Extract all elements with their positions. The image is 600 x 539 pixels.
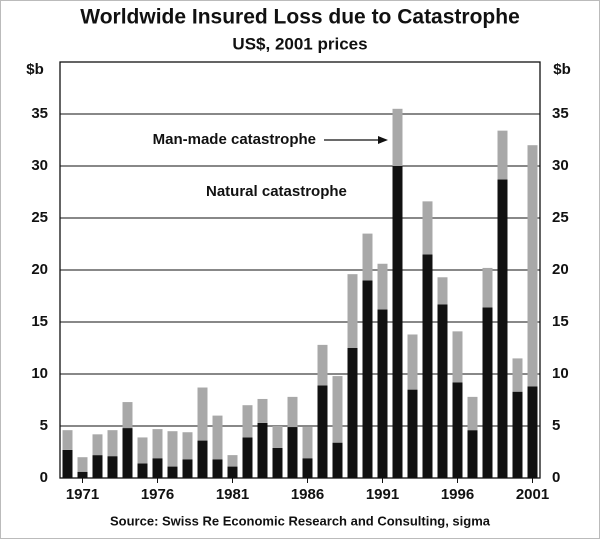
bar-segment xyxy=(527,145,538,387)
bar-segment xyxy=(392,166,403,478)
bar-segment xyxy=(107,430,118,457)
bar-segment xyxy=(452,331,463,383)
y-tick-label: 5 xyxy=(40,417,48,434)
x-tick-label: 2001 xyxy=(516,486,549,503)
x-tick-label: 1981 xyxy=(216,486,249,503)
y-tick-label: 25 xyxy=(31,209,48,226)
bar-segment xyxy=(227,455,238,467)
bar-segment xyxy=(92,455,103,478)
bar-segment xyxy=(497,179,508,478)
bar-segment xyxy=(422,254,433,478)
bar-segment xyxy=(392,108,403,166)
series-label: Man-made catastrophe xyxy=(153,131,316,148)
y-tick-label: 30 xyxy=(31,157,48,174)
bar-segment xyxy=(527,386,538,478)
bar-segment xyxy=(212,459,223,478)
bar-segment xyxy=(302,427,313,459)
y-unit-right: $b xyxy=(553,61,571,78)
bar-segment xyxy=(62,449,73,478)
y-tick-label: 20 xyxy=(31,261,48,278)
bar-segment xyxy=(437,277,448,305)
bar-segment xyxy=(317,385,328,478)
y-tick-label-right: 35 xyxy=(552,105,569,122)
bar-segment xyxy=(362,233,373,281)
bar-segment xyxy=(422,201,433,255)
bar-segment xyxy=(362,280,373,478)
y-tick-label-right: 25 xyxy=(552,209,569,226)
bar-segment xyxy=(257,422,268,478)
bar-segment xyxy=(407,334,418,390)
arrow-head xyxy=(378,136,388,144)
bar-segment xyxy=(197,387,208,441)
y-tick-label: 10 xyxy=(31,365,48,382)
chart-title: Worldwide Insured Loss due to Catastroph… xyxy=(80,6,520,29)
bar-segment xyxy=(377,263,388,310)
bar-segment xyxy=(77,457,88,472)
bar-segment xyxy=(512,358,523,392)
y-tick-label-right: 20 xyxy=(552,261,569,278)
bar-segment xyxy=(347,348,358,478)
y-tick-label: 0 xyxy=(40,469,48,486)
bar-segment xyxy=(407,389,418,478)
bar-segment xyxy=(167,466,178,478)
bar-segment xyxy=(467,430,478,478)
bar-segment xyxy=(332,442,343,478)
bar-segment xyxy=(212,415,223,460)
y-tick-label-right: 5 xyxy=(552,417,560,434)
bar-segment xyxy=(242,405,253,438)
chart-subtitle: US$, 2001 prices xyxy=(232,34,367,53)
bar-segment xyxy=(197,440,208,478)
source: Source: Swiss Re Economic Research and C… xyxy=(110,513,491,528)
bar-segment xyxy=(437,304,448,478)
y-tick-label-right: 15 xyxy=(552,313,569,330)
bar-segment xyxy=(227,466,238,478)
y-tick-label-right: 0 xyxy=(552,469,560,486)
y-unit-left: $b xyxy=(26,61,44,78)
y-tick-label-right: 10 xyxy=(552,365,569,382)
bar-segment xyxy=(347,274,358,348)
bar-segment xyxy=(152,429,163,459)
x-tick-label: 1986 xyxy=(291,486,324,503)
x-tick-label: 1996 xyxy=(441,486,474,503)
bar-segment xyxy=(62,430,73,450)
plot-frame xyxy=(59,61,541,479)
bar-segment xyxy=(122,402,133,429)
bar-segment xyxy=(92,434,103,456)
bar-segment xyxy=(497,130,508,180)
x-tick-label: 1991 xyxy=(366,486,399,503)
bar-segment xyxy=(302,458,313,478)
bar-segment xyxy=(452,382,463,478)
bar-segment xyxy=(182,432,193,460)
bar-segment xyxy=(272,426,283,448)
bar-segment xyxy=(317,344,328,386)
bar-segment xyxy=(287,427,298,478)
bar-segment xyxy=(377,309,388,478)
series-label: Natural catastrophe xyxy=(206,183,347,200)
y-tick-label: 35 xyxy=(31,105,48,122)
bar-segment xyxy=(512,391,523,478)
x-tick-label: 1971 xyxy=(66,486,99,503)
y-tick-label: 15 xyxy=(31,313,48,330)
y-tick-label-right: 30 xyxy=(552,157,569,174)
bar-segment xyxy=(152,458,163,478)
bar-segment xyxy=(467,396,478,431)
bar-segment xyxy=(242,437,253,478)
bar-segment xyxy=(257,398,268,423)
bar-segment xyxy=(182,459,193,478)
bar-segment xyxy=(482,307,493,478)
bar-segment xyxy=(137,463,148,478)
bar-segment xyxy=(482,267,493,308)
bar-segment xyxy=(332,376,343,443)
bar-segment xyxy=(107,456,118,478)
x-tick-label: 1976 xyxy=(141,486,174,503)
bar-segment xyxy=(122,428,133,478)
bar-segment xyxy=(287,396,298,428)
bar-segment xyxy=(272,447,283,478)
bar-segment xyxy=(137,437,148,464)
bar-segment xyxy=(77,471,88,478)
bar-segment xyxy=(167,431,178,467)
